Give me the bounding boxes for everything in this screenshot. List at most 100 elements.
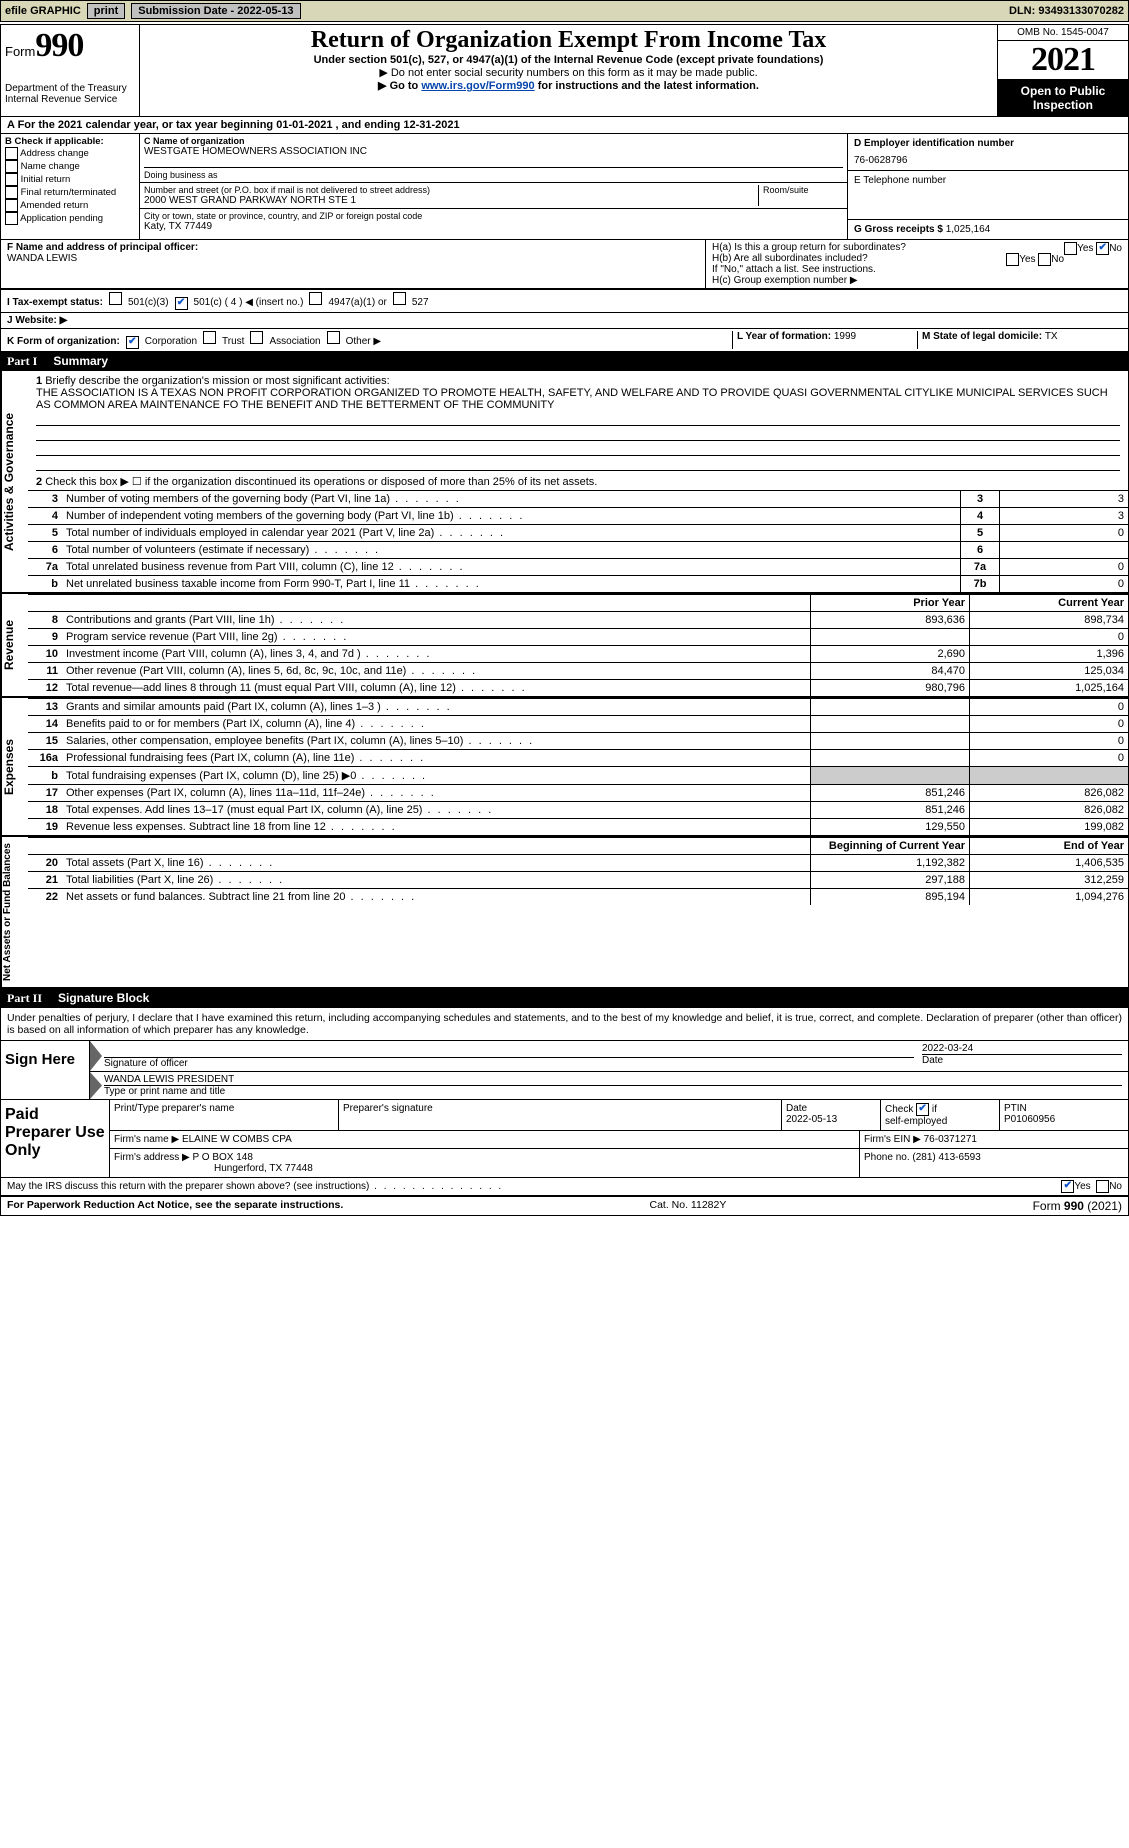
b-label-2: Initial return <box>21 174 71 185</box>
m-label: M State of legal domicile: <box>922 331 1045 342</box>
line-desc: Total fundraising expenses (Part IX, col… <box>62 767 811 785</box>
checkbox-icon[interactable] <box>250 331 263 344</box>
omb-number: OMB No. 1545-0047 <box>998 25 1128 41</box>
checkbox-icon[interactable] <box>5 173 18 186</box>
gross-value: 1,025,164 <box>946 224 991 235</box>
table-row: 10Investment income (Part VIII, column (… <box>28 646 1128 663</box>
line-num: 22 <box>28 889 62 906</box>
form-number: 990 <box>35 27 83 64</box>
current-value: 826,082 <box>970 802 1129 819</box>
street-label: Number and street (or P.O. box if mail i… <box>144 185 758 195</box>
checkbox-checked-icon[interactable] <box>916 1103 929 1116</box>
line-desc: Total assets (Part X, line 16) <box>62 855 811 872</box>
checkbox-icon[interactable] <box>203 331 216 344</box>
line-desc: Total revenue—add lines 8 through 11 (mu… <box>62 680 811 697</box>
footer-row: For Paperwork Reduction Act Notice, see … <box>1 1196 1128 1215</box>
checkbox-icon[interactable] <box>5 147 18 160</box>
line-box: 4 <box>961 508 1000 525</box>
row-k-l-m: K Form of organization: Corporation Trus… <box>1 329 1128 352</box>
k-opt-1: Corporation <box>145 336 197 347</box>
table-row: 16aProfessional fundraising fees (Part I… <box>28 750 1128 767</box>
submission-date-label: Submission Date - <box>138 5 237 17</box>
checkbox-checked-icon[interactable] <box>126 336 139 349</box>
revenue-body: Prior YearCurrent Year8Contributions and… <box>28 594 1128 696</box>
checkbox-icon[interactable] <box>1064 242 1077 255</box>
checkbox-checked-icon[interactable] <box>1096 242 1109 255</box>
footer-left: For Paperwork Reduction Act Notice, see … <box>7 1199 343 1213</box>
current-value: 1,406,535 <box>970 855 1129 872</box>
q1-num: 1 <box>36 375 42 387</box>
yes-label: Yes <box>1019 254 1035 265</box>
line-num: 15 <box>28 733 62 750</box>
block-b-to-g: B Check if applicable: Address change Na… <box>1 134 1128 240</box>
cal-mid: , and ending <box>332 119 403 131</box>
firm-ein-value: 76-0371271 <box>924 1134 977 1145</box>
line-num: 11 <box>28 663 62 680</box>
table-row: 6Total number of volunteers (estimate if… <box>28 542 1128 559</box>
line-desc: Contributions and grants (Part VIII, lin… <box>62 612 811 629</box>
checkbox-icon[interactable] <box>5 212 18 225</box>
sig-date-value: 2022-03-24 <box>922 1043 1122 1054</box>
g-gross-row: G Gross receipts $ 1,025,164 <box>848 220 1128 239</box>
ein-value: 76-0628796 <box>854 155 1122 166</box>
side-tab-revenue: Revenue <box>1 594 28 696</box>
sig-officer-label: Signature of officer <box>104 1057 914 1069</box>
table-row: 21Total liabilities (Part X, line 26)297… <box>28 872 1128 889</box>
line-value <box>1000 542 1129 559</box>
line-num: 17 <box>28 785 62 802</box>
line-box: 6 <box>961 542 1000 559</box>
h-c-text: H(c) Group exemption number ▶ <box>712 275 1122 286</box>
h-a-text: H(a) Is this a group return for subordin… <box>712 242 906 253</box>
part-ii-label: Part II <box>7 991 42 1006</box>
checkbox-icon[interactable] <box>327 331 340 344</box>
checkbox-checked-icon[interactable] <box>1061 1180 1074 1193</box>
side-tab-expenses: Expenses <box>1 698 28 835</box>
print-button[interactable]: print <box>87 3 125 19</box>
cal-a-pre: A For the 2021 calendar year, or tax yea… <box>7 119 276 131</box>
table-net-assets: Beginning of Current YearEnd of Year20To… <box>28 837 1128 905</box>
q2-text: Check this box ▶ ☐ if the organization d… <box>45 476 597 488</box>
checkbox-icon[interactable] <box>309 292 322 305</box>
q2-block: 2 Check this box ▶ ☐ if the organization… <box>28 475 1128 490</box>
current-value: 898,734 <box>970 612 1129 629</box>
k-block: K Form of organization: Corporation Trus… <box>7 331 732 349</box>
table-row: 5Total number of individuals employed in… <box>28 525 1128 542</box>
b-item-4: Amended return <box>5 199 135 212</box>
side-tab-activities: Activities & Governance <box>1 371 28 592</box>
line-desc: Revenue less expenses. Subtract line 18 … <box>62 819 811 836</box>
col-prior: Prior Year <box>811 595 970 612</box>
no-label: No <box>1109 1181 1122 1192</box>
b-item-2: Initial return <box>5 173 135 186</box>
prior-value <box>811 750 970 767</box>
gross-label: G Gross receipts $ <box>854 224 946 235</box>
submission-date-button[interactable]: Submission Date - 2022-05-13 <box>131 3 300 19</box>
checkbox-icon[interactable] <box>109 292 122 305</box>
form-subtitle-2: ▶ Do not enter social security numbers o… <box>144 66 993 79</box>
current-value: 1,094,276 <box>970 889 1129 906</box>
irs-link[interactable]: www.irs.gov/Form990 <box>421 80 534 92</box>
officer-name-title: WANDA LEWIS PRESIDENT <box>104 1074 1122 1085</box>
prior-value: 297,188 <box>811 872 970 889</box>
preparer-date-label: Date <box>786 1103 807 1114</box>
paid-preparer-label: Paid Preparer Use Only <box>1 1100 110 1177</box>
line-value: 0 <box>1000 559 1129 576</box>
yes-label: Yes <box>1077 243 1093 254</box>
checkbox-checked-icon[interactable] <box>175 297 188 310</box>
line-num: 7a <box>28 559 62 576</box>
i-opt-3: 4947(a)(1) or <box>328 297 386 308</box>
q2-num: 2 <box>36 476 42 488</box>
current-value: 199,082 <box>970 819 1129 836</box>
checkbox-icon[interactable] <box>5 186 18 199</box>
current-value: 0 <box>970 733 1129 750</box>
checkbox-icon[interactable] <box>5 160 18 173</box>
checkbox-icon[interactable] <box>5 199 18 212</box>
checkbox-icon[interactable] <box>393 292 406 305</box>
checkbox-icon[interactable] <box>1038 253 1051 266</box>
checkbox-icon[interactable] <box>1006 253 1019 266</box>
col-current: Current Year <box>970 595 1129 612</box>
b-item-1: Name change <box>5 160 135 173</box>
line-num: 12 <box>28 680 62 697</box>
prior-value: 980,796 <box>811 680 970 697</box>
current-value: 0 <box>970 750 1129 767</box>
checkbox-icon[interactable] <box>1096 1180 1109 1193</box>
